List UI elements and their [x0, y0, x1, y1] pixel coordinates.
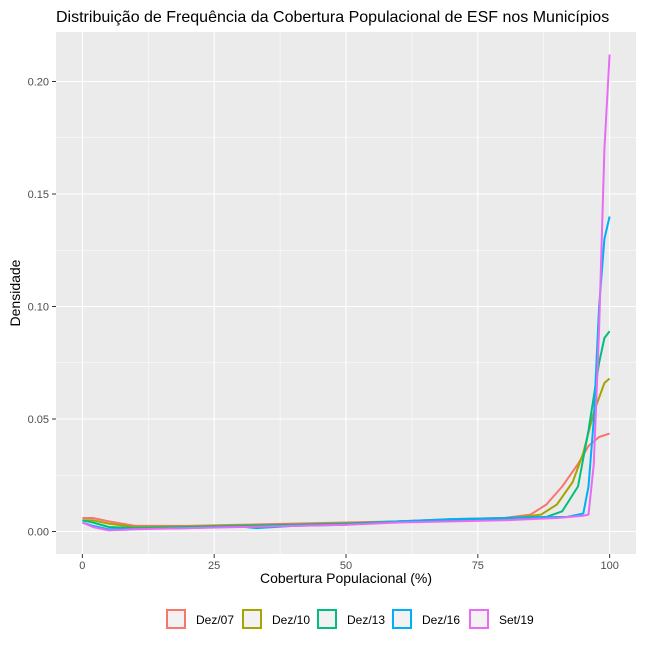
legend: Dez/07 Dez/10 Dez/13 Dez/16 Set/19 — [166, 609, 534, 629]
legend-label: Dez/07 — [196, 613, 234, 627]
legend-label: Dez/16 — [422, 613, 460, 627]
x-tick-label: 25 — [208, 560, 220, 572]
legend-label: Dez/10 — [272, 613, 310, 627]
y-axis-title: Densidade — [7, 259, 23, 326]
y-tick-label: 0.10 — [28, 302, 49, 314]
series-line-4 — [82, 54, 611, 532]
legend-key — [392, 609, 412, 629]
legend-label: Set/19 — [499, 613, 534, 627]
chart-title: Distribuição de Frequência da Cobertura … — [56, 9, 609, 26]
legend-key — [317, 609, 337, 629]
legend-item-1: Dez/10 — [242, 609, 310, 629]
legend-key — [166, 609, 186, 629]
legend-item-4: Set/19 — [469, 609, 534, 629]
y-tick-label: 0.15 — [28, 189, 49, 201]
x-axis-title: Cobertura Populacional (%) — [260, 570, 432, 586]
axis-ticks: 0 25 50 75 100 0.00 0.05 0.10 0.15 0.20 — [28, 77, 619, 573]
x-tick-label: 100 — [600, 560, 618, 572]
legend-item-2: Dez/13 — [317, 609, 385, 629]
y-tick-label: 0.05 — [28, 414, 49, 426]
legend-item-0: Dez/07 — [166, 609, 234, 629]
x-tick-label: 50 — [340, 560, 352, 572]
y-tick-label: 0.20 — [28, 77, 49, 89]
x-tick-label: 75 — [472, 560, 484, 572]
x-tick-label: 0 — [79, 560, 85, 572]
series-lines — [82, 54, 611, 532]
legend-item-3: Dez/16 — [392, 609, 460, 629]
grid — [56, 32, 636, 554]
legend-key — [242, 609, 262, 629]
legend-label: Dez/13 — [347, 613, 385, 627]
y-tick-label: 0.00 — [28, 527, 49, 539]
legend-key — [469, 609, 489, 629]
